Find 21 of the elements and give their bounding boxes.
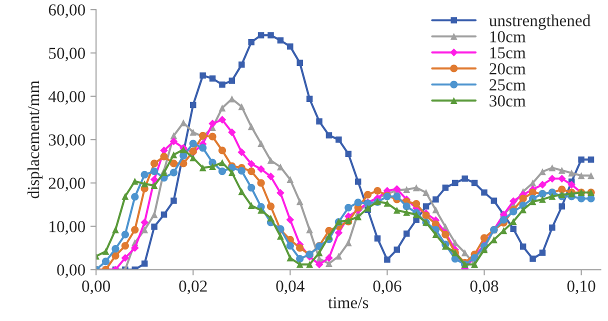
y-tick-label: 20,00	[48, 178, 86, 192]
legend-label: unstrengthened	[489, 14, 590, 30]
y-tick-label: 50,00	[49, 48, 86, 62]
x-tick-label: 0,04	[276, 280, 304, 294]
x-tick-label: 0,00	[82, 280, 110, 294]
x-tick-label: 0,02	[179, 280, 207, 294]
x-tick-label: 0,06	[373, 280, 402, 294]
y-tick-label: 10,00	[50, 221, 86, 235]
legend-label: 15cm	[490, 47, 526, 58]
legend-label: 10cm	[490, 31, 526, 42]
x-axis-title: time/s	[328, 297, 368, 308]
y-tick-label: 0,00	[57, 264, 86, 278]
legend-label: 20cm	[490, 63, 526, 74]
legend-label: 25cm	[490, 79, 526, 91]
y-tick-label: 40,00	[48, 91, 86, 105]
y-axis-title: displacement/mm	[27, 80, 43, 198]
legend-label: 30cm	[490, 95, 526, 107]
y-tick-label: 30,00	[48, 134, 86, 148]
y-tick-label: 60,00	[48, 4, 86, 18]
x-tick-label: 0,10	[567, 280, 596, 294]
x-tick-label: 0,08	[470, 280, 498, 294]
